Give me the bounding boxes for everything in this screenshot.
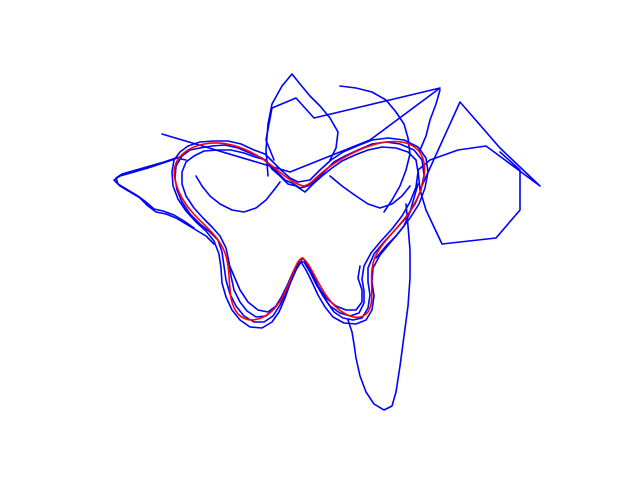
blue-trace-inner-squiggle-5 (329, 175, 411, 209)
blue-trace-outline-3 (171, 137, 429, 329)
blue-trace-group (113, 73, 541, 411)
blue-trace-left-wing-tail-2 (115, 157, 195, 229)
blue-trace-inner-squiggle-4 (195, 175, 281, 213)
red-smooth-butterfly-curve (173, 140, 426, 321)
blue-trace-right-top-curve (419, 89, 441, 151)
blue-trace-lower-loop (347, 203, 411, 411)
blue-trace-right-loop (339, 85, 411, 213)
blue-trace-top-loop (265, 73, 339, 177)
blue-trace-right-hexagon (417, 101, 541, 245)
blue-trace-inner-squiggle-2 (311, 265, 363, 311)
blue-trace-inner-squiggle-3 (375, 183, 419, 259)
